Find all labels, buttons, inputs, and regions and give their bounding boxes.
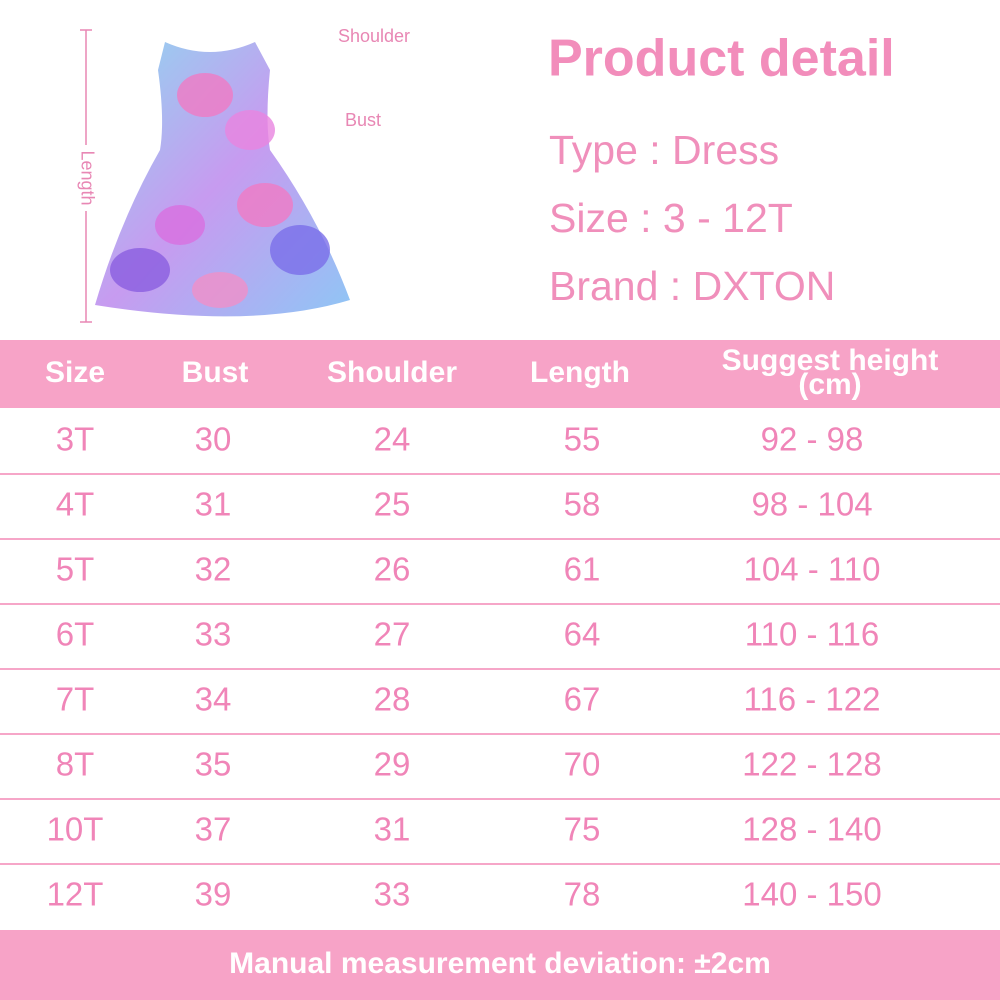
bust-label: Bust bbox=[345, 110, 381, 130]
table-cell: 31 bbox=[374, 811, 411, 848]
table-cell: 33 bbox=[195, 616, 232, 653]
table-cell: 27 bbox=[374, 616, 411, 653]
table-cell: 4T bbox=[56, 486, 95, 523]
title: Product detail bbox=[548, 30, 895, 88]
table-cell: 116 - 122 bbox=[744, 681, 881, 718]
table-cell: 24 bbox=[374, 421, 411, 458]
table-cell: 32 bbox=[195, 551, 232, 588]
table-header bbox=[0, 340, 1000, 408]
table-cell: 6T bbox=[56, 616, 95, 653]
table-cell: 34 bbox=[195, 681, 232, 718]
table-cell: 7T bbox=[56, 681, 95, 718]
detail: Size : 3 - 12T bbox=[549, 195, 793, 241]
dress-image bbox=[95, 42, 350, 317]
table-cell: 122 - 128 bbox=[742, 746, 881, 783]
table-cell: 31 bbox=[195, 486, 232, 523]
table-cell: 3T bbox=[56, 421, 95, 458]
detail: Type : Dress bbox=[549, 127, 779, 173]
footer-band bbox=[0, 930, 1000, 1000]
table-cell: 29 bbox=[374, 746, 411, 783]
table-cell: 30 bbox=[195, 421, 232, 458]
shoulder-label: Shoulder bbox=[338, 26, 410, 46]
table-cell: 98 - 104 bbox=[751, 486, 872, 523]
table-cell: 5T bbox=[56, 551, 95, 588]
table-cell: 61 bbox=[564, 551, 601, 588]
detail: Brand : DXTON bbox=[549, 263, 835, 309]
table-cell: 39 bbox=[195, 876, 232, 913]
table-cell: 92 - 98 bbox=[761, 421, 864, 458]
column-header: Size bbox=[45, 356, 105, 389]
table-cell: 75 bbox=[564, 811, 601, 848]
length-label: Length bbox=[77, 150, 97, 205]
table-cell: 55 bbox=[564, 421, 601, 458]
table-cell: 12T bbox=[47, 876, 104, 913]
column-header: Length bbox=[530, 356, 630, 389]
table-cell: 10T bbox=[47, 811, 104, 848]
table-cell: 78 bbox=[564, 876, 601, 913]
table-cell: 64 bbox=[564, 616, 601, 653]
table-cell: 67 bbox=[564, 681, 601, 718]
table-cell: 26 bbox=[374, 551, 411, 588]
column-header: Suggest height (cm) bbox=[722, 344, 939, 401]
table-cell: 70 bbox=[564, 746, 601, 783]
table-cell: 104 - 110 bbox=[744, 551, 881, 588]
table-cell: 25 bbox=[374, 486, 411, 523]
table-cell: 110 - 116 bbox=[745, 616, 880, 653]
table-cell: 128 - 140 bbox=[742, 811, 881, 848]
footer-note: Manual measurement deviation: ±2cm bbox=[229, 947, 771, 980]
table-cell: 58 bbox=[564, 486, 601, 523]
column-header: Bust bbox=[182, 356, 249, 389]
table-cell: 8T bbox=[56, 746, 95, 783]
column-header: Shoulder bbox=[327, 356, 457, 389]
table-cell: 33 bbox=[374, 876, 411, 913]
table-cell: 37 bbox=[195, 811, 232, 848]
table-cell: 140 - 150 bbox=[742, 876, 881, 913]
table-cell: 35 bbox=[195, 746, 232, 783]
table: Size Bust Shoulder Length Suggest height (cm)… bbox=[0, 344, 1000, 913]
table-cell: 28 bbox=[374, 681, 411, 718]
